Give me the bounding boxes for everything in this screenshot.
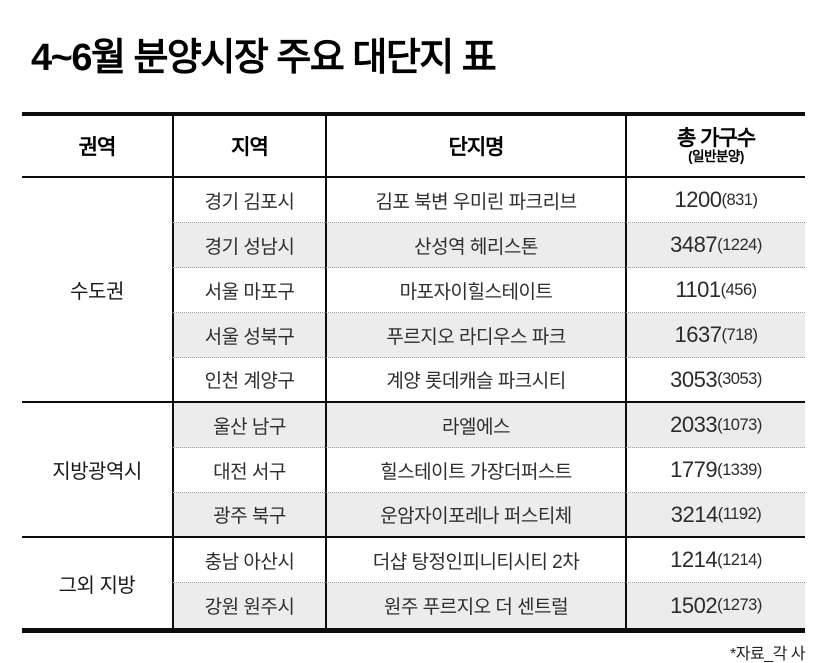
- district-cell: 경기 성남시: [172, 223, 325, 268]
- complex-cell: 라엘에스: [325, 403, 625, 448]
- district-cell: 대전 서구: [172, 448, 325, 493]
- households-cell: 2033 (1073): [625, 403, 805, 448]
- households-cell: 1200 (831): [625, 178, 805, 223]
- households-cell: 1214 (1214): [625, 538, 805, 583]
- complex-cell: 계양 롯데캐슬 파크시티: [325, 358, 625, 403]
- total-households: 3053: [670, 366, 718, 392]
- households-cell: 1502 (1273): [625, 583, 805, 628]
- district-cell: 인천 계양구: [172, 358, 325, 403]
- total-households: 1200: [674, 187, 722, 212]
- district-cell: 경기 김포시: [172, 178, 325, 223]
- households-cell: 1779 (1339): [625, 448, 805, 493]
- complex-cell: 김포 북변 우미린 파크리브: [325, 178, 625, 223]
- general-sale-households: (718): [721, 325, 758, 344]
- general-sale-households: (831): [721, 190, 758, 209]
- general-sale-households: (1073): [717, 415, 762, 434]
- households-header-main: 총 가구수: [676, 126, 756, 150]
- group-label-metropolitan: 수도권: [22, 178, 172, 403]
- group-label-regional-metros: 지방광역시: [22, 403, 172, 538]
- households-cell: 3487 (1224): [625, 223, 805, 268]
- complex-table: 권역 지역 단지명 총 가구수 (일반분양) 수도권 지방광역시 그외 지방 경…: [22, 112, 805, 633]
- complex-cell: 더샵 탕정인피니티시티 2차: [325, 538, 625, 583]
- complex-cell: 힐스테이트 가장더퍼스트: [325, 448, 625, 493]
- total-households: 1779: [670, 457, 718, 482]
- general-sale-households: (456): [720, 280, 758, 299]
- total-households: 2033: [670, 412, 718, 437]
- column-header-complex-name: 단지명: [325, 116, 625, 178]
- complex-cell: 운암자이포레나 퍼스티체: [325, 493, 625, 538]
- general-sale-households: (1224): [717, 235, 762, 254]
- complex-cell: 산성역 헤리스톤: [325, 223, 625, 268]
- total-households: 1502: [670, 592, 718, 618]
- total-households: 1101: [675, 277, 721, 302]
- complex-cell: 푸르지오 라디우스 파크: [325, 313, 625, 358]
- total-households: 3487: [670, 232, 718, 257]
- complex-cell: 마포자이힐스테이트: [325, 268, 625, 313]
- page-title: 4~6월 분양시장 주요 대단지 표: [31, 37, 497, 79]
- general-sale-households: (1339): [717, 460, 762, 479]
- general-sale-households: (3053): [717, 370, 762, 388]
- households-cell: 1101 (456): [625, 268, 805, 313]
- group-label-other-regions: 그외 지방: [22, 538, 172, 628]
- total-households: 1214: [670, 547, 718, 572]
- district-cell: 광주 북구: [172, 493, 325, 538]
- source-note: *자료_각 사: [730, 646, 805, 663]
- general-sale-households: (1192): [717, 505, 762, 523]
- households-cell: 1637 (718): [625, 313, 805, 358]
- district-cell: 울산 남구: [172, 403, 325, 448]
- general-sale-households: (1214): [717, 550, 762, 569]
- column-header-households: 총 가구수 (일반분양): [625, 116, 805, 178]
- general-sale-households: (1273): [717, 596, 762, 614]
- column-header-region-group: 권역: [22, 116, 172, 178]
- households-cell: 3214 (1192): [625, 493, 805, 538]
- households-header-sub: (일반분양): [688, 148, 744, 164]
- district-cell: 충남 아산시: [172, 538, 325, 583]
- district-cell: 강원 원주시: [172, 583, 325, 628]
- district-cell: 서울 마포구: [172, 268, 325, 313]
- complex-cell: 원주 푸르지오 더 센트럴: [325, 583, 625, 628]
- total-households: 1637: [674, 322, 722, 347]
- district-cell: 서울 성북구: [172, 313, 325, 358]
- column-header-district: 지역: [172, 116, 325, 178]
- total-households: 3214: [670, 501, 718, 527]
- households-cell: 3053 (3053): [625, 358, 805, 403]
